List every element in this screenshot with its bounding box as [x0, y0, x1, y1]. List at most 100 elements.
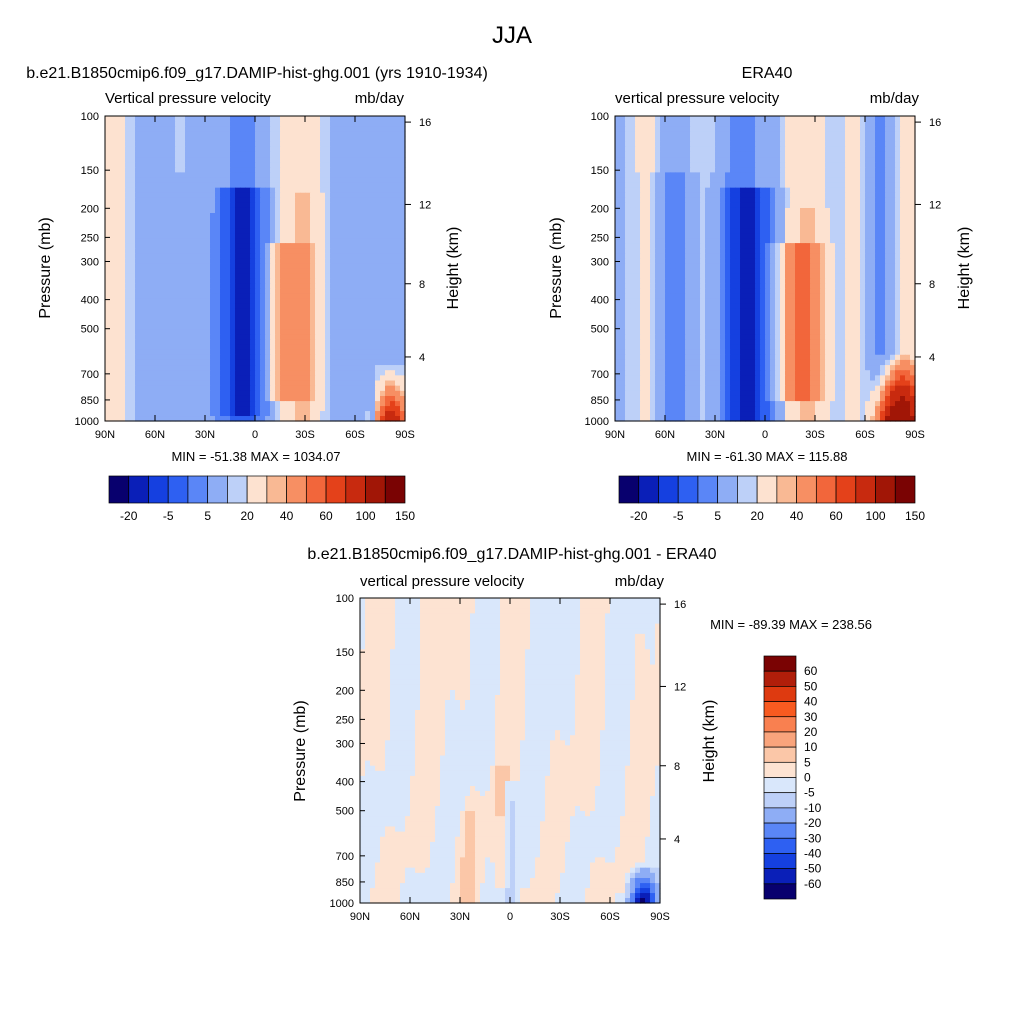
field-cell	[710, 116, 716, 122]
field-cell	[345, 146, 351, 153]
field-cell	[250, 390, 256, 397]
field-cell	[330, 218, 336, 224]
field-cell	[110, 406, 116, 412]
field-cell	[240, 172, 246, 179]
field-cell	[310, 416, 316, 422]
field-cell	[340, 182, 346, 189]
field-cell	[375, 308, 381, 315]
field-cell	[145, 228, 151, 234]
field-cell	[185, 411, 191, 417]
field-cell	[140, 141, 146, 148]
field-cell	[350, 248, 356, 254]
field-cell	[255, 416, 261, 422]
field-cell	[325, 213, 331, 219]
field-cell	[195, 334, 201, 340]
field-cell	[145, 324, 151, 330]
field-cell	[380, 218, 386, 224]
field-cell	[275, 202, 281, 209]
field-cell	[675, 192, 681, 199]
field-cell	[255, 268, 261, 275]
field-cell	[345, 354, 351, 361]
field-cell	[870, 141, 876, 148]
field-cell	[190, 390, 196, 397]
field-cell	[215, 253, 221, 259]
field-cell	[880, 157, 886, 163]
field-cell	[165, 121, 171, 127]
field-cell	[200, 283, 206, 290]
field-cell	[730, 218, 736, 224]
field-cell	[695, 223, 701, 229]
field-cell	[830, 223, 836, 229]
field-cell	[270, 411, 276, 417]
field-cell	[170, 228, 176, 234]
field-cell	[165, 365, 171, 371]
field-cell	[355, 334, 361, 340]
field-cell	[890, 172, 896, 179]
field-cell	[315, 283, 321, 290]
field-cell	[130, 248, 136, 254]
field-cell	[170, 253, 176, 259]
field-cell	[370, 243, 376, 249]
field-cell	[280, 375, 286, 382]
field-cell	[190, 380, 196, 387]
field-cell	[630, 157, 636, 163]
field-cell	[220, 213, 226, 219]
field-cell	[245, 182, 251, 189]
field-cell	[275, 268, 281, 275]
field-cell	[630, 162, 636, 168]
field-cell	[135, 395, 141, 402]
field-cell	[230, 207, 236, 214]
field-cell	[250, 248, 256, 254]
field-cell	[375, 223, 381, 229]
field-cell	[115, 406, 121, 412]
field-cell	[265, 385, 271, 392]
field-cell	[345, 416, 351, 422]
field-cell	[150, 121, 156, 127]
field-cell	[805, 218, 811, 224]
field-cell	[150, 395, 156, 402]
field-cell	[385, 319, 391, 325]
field-cell	[255, 202, 261, 209]
field-cell	[185, 213, 191, 219]
field-cell	[745, 146, 751, 153]
field-cell	[210, 390, 216, 397]
field-cell	[150, 228, 156, 234]
field-cell	[200, 380, 206, 387]
field-cell	[110, 365, 116, 371]
field-cell	[340, 151, 346, 158]
field-cell	[855, 218, 861, 224]
field-cell	[115, 273, 121, 280]
field-cell	[225, 401, 231, 407]
field-cell	[680, 202, 686, 209]
field-cell	[350, 258, 356, 264]
field-cell	[280, 385, 286, 392]
field-cell	[640, 197, 646, 204]
field-cell	[215, 136, 221, 143]
colorbar-swatch	[365, 475, 386, 504]
field-cell	[130, 416, 136, 422]
field-cell	[200, 197, 206, 204]
field-cell	[905, 177, 911, 184]
field-cell	[690, 207, 696, 214]
field-cell	[120, 172, 126, 179]
field-cell	[195, 395, 201, 402]
field-cell	[245, 359, 251, 366]
field-cell	[325, 406, 331, 412]
field-cell	[185, 263, 191, 270]
field-cell	[145, 380, 151, 387]
field-cell	[750, 177, 756, 184]
field-cell	[280, 233, 286, 239]
field-cell	[395, 411, 401, 417]
field-cell	[275, 233, 281, 239]
field-cell	[290, 303, 296, 310]
field-cell	[205, 406, 211, 412]
field-cell	[370, 136, 376, 143]
field-cell	[680, 172, 686, 179]
field-cell	[345, 395, 351, 402]
field-cell	[755, 136, 761, 143]
field-cell	[155, 354, 161, 361]
field-cell	[395, 177, 401, 184]
field-cell	[220, 308, 226, 315]
field-cell	[200, 273, 206, 280]
field-cell	[225, 349, 231, 356]
